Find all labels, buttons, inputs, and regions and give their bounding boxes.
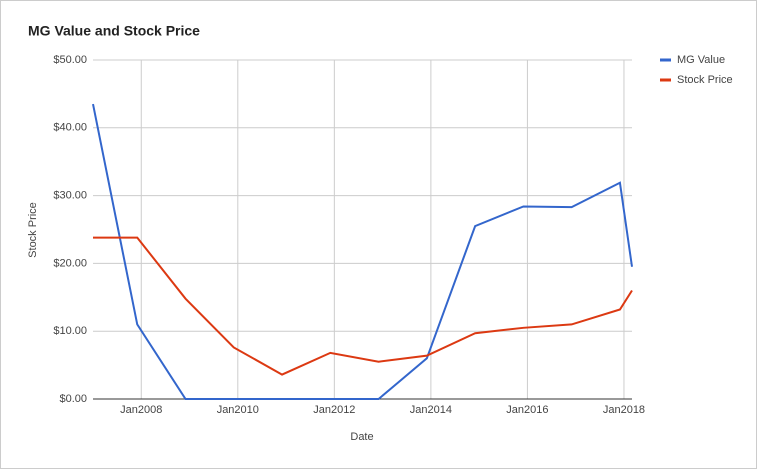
legend-label: MG Value — [677, 54, 725, 66]
y-tick-label: $30.00 — [53, 190, 87, 202]
y-axis-label: Stock Price — [27, 202, 39, 258]
y-tick-label: $40.00 — [53, 122, 87, 134]
y-tick-label: $50.00 — [53, 54, 87, 66]
y-tick-label: $20.00 — [53, 257, 87, 269]
x-axis-label: Date — [350, 431, 373, 443]
series-line — [92, 103, 633, 400]
x-tick-label: Jan2018 — [603, 404, 645, 416]
x-tick-label: Jan2016 — [506, 404, 548, 416]
x-tick-label: Jan2008 — [120, 404, 162, 416]
chart-title: MG Value and Stock Price — [28, 23, 200, 39]
y-tick-label: $10.00 — [53, 325, 87, 337]
legend-label: Stock Price — [677, 74, 733, 86]
y-tick-label: $0.00 — [59, 393, 87, 405]
series-line — [93, 236, 633, 376]
x-tick-label: Jan2012 — [313, 404, 355, 416]
x-tick-label: Jan2010 — [217, 404, 259, 416]
x-tick-label: Jan2014 — [410, 404, 452, 416]
